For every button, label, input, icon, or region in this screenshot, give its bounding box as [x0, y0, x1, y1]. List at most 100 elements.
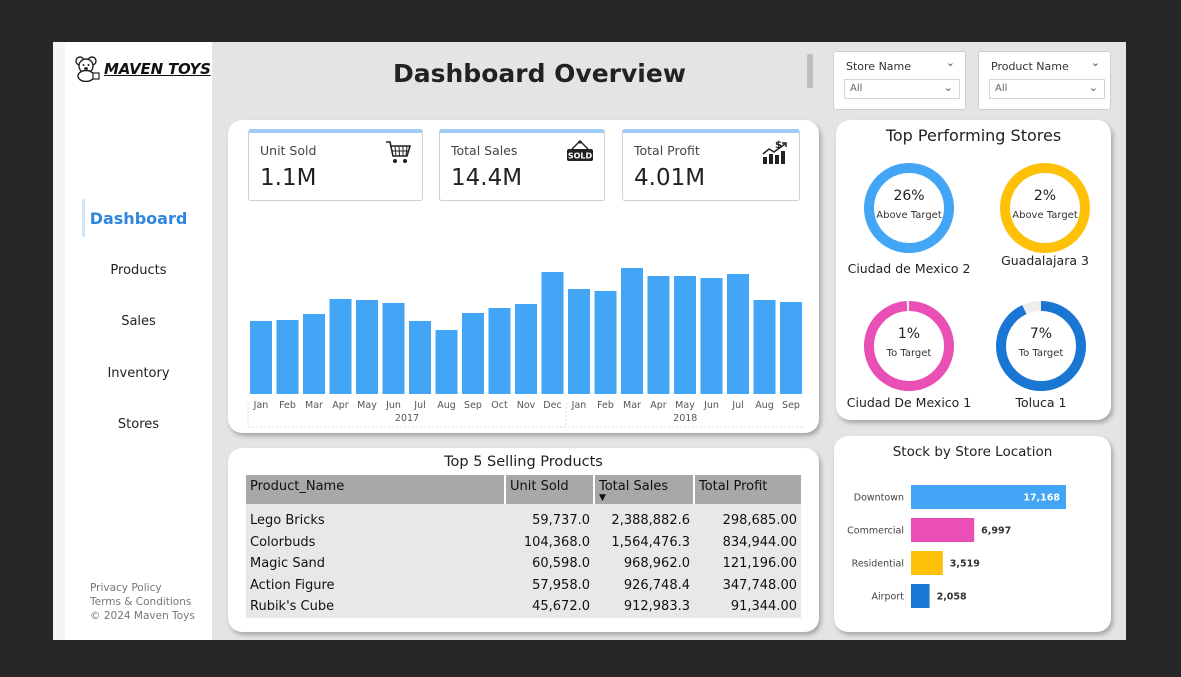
table-cell: Magic Sand: [246, 553, 505, 575]
donut-arc: [996, 301, 1086, 391]
monthly-bar[interactable]: [700, 278, 723, 394]
month-tick-label: Jun: [703, 400, 719, 411]
monthly-bar[interactable]: [356, 300, 378, 394]
store-name-select[interactable]: All ⌄: [844, 79, 960, 99]
monthly-bar[interactable]: [329, 299, 352, 394]
month-tick-label: Jul: [731, 400, 743, 411]
store-name-filter[interactable]: Store Name ⌄ All ⌄: [833, 51, 966, 110]
store-donut[interactable]: 2% Above Target: [995, 158, 1095, 258]
stock-bar[interactable]: [911, 551, 943, 575]
month-tick-label: Feb: [279, 400, 296, 411]
stock-bar[interactable]: [911, 485, 1066, 509]
table-cell: 59,737.0: [505, 510, 594, 532]
store-name-label: Guadalajara 3: [1001, 253, 1089, 268]
column-header-sorted[interactable]: Total Sales: [594, 475, 695, 504]
monthly-bar[interactable]: [488, 308, 511, 394]
store-name-label: Ciudad de Mexico 2: [847, 261, 971, 276]
page-title: Dashboard Overview: [393, 59, 686, 88]
monthly-bar[interactable]: [276, 320, 299, 394]
table-row[interactable]: Colorbuds 104,368.0 1,564,476.3 834,944.00: [246, 531, 801, 553]
terms-link[interactable]: Terms & Conditions: [90, 596, 192, 608]
donut-arc: [864, 301, 954, 391]
table-row[interactable]: Lego Bricks 59,737.0 2,388,882.6 298,685.00: [246, 510, 801, 532]
store-target-status: Above Target: [1012, 210, 1078, 221]
table-row[interactable]: Rubik's Cube 45,672.0 912,983.3 91,344.00: [246, 596, 801, 618]
monthly-bar[interactable]: [541, 272, 564, 394]
monthly-bar[interactable]: [250, 321, 272, 394]
month-tick-label: Jan: [571, 400, 587, 411]
table-cell: 2,388,882.6: [594, 510, 694, 532]
nav-dashboard[interactable]: Dashboard: [89, 209, 188, 228]
monthly-bar[interactable]: [515, 304, 537, 394]
table-cell: 926,748.4: [594, 574, 694, 596]
table-spacer: [246, 504, 801, 510]
scroll-handle[interactable]: [807, 54, 813, 88]
chevron-down-icon[interactable]: ⌄: [1088, 81, 1098, 94]
copyright-text: © 2024 Maven Toys: [90, 610, 195, 622]
product-name-filter[interactable]: Product Name ⌄ All ⌄: [978, 51, 1111, 110]
month-tick-label: Sep: [464, 400, 482, 411]
stock-value-label: 3,519: [950, 559, 980, 570]
month-tick-label: Feb: [597, 400, 614, 411]
nav-inventory[interactable]: Inventory: [107, 366, 170, 381]
column-header[interactable]: Total Profit: [694, 475, 801, 504]
product-name-select[interactable]: All ⌄: [989, 79, 1105, 99]
month-tick-label: Sep: [782, 400, 800, 411]
chevron-down-icon[interactable]: ⌄: [943, 81, 953, 94]
monthly-bar[interactable]: [727, 274, 749, 394]
monthly-bar[interactable]: [462, 313, 484, 394]
table-cell: Lego Bricks: [246, 510, 505, 532]
monthly-bar[interactable]: [647, 276, 670, 394]
chevron-down-icon[interactable]: ⌄: [1090, 56, 1100, 69]
monthly-bar[interactable]: [780, 302, 802, 394]
stock-value-label: 6,997: [981, 526, 1011, 537]
sort-desc-icon[interactable]: ▼: [599, 493, 606, 503]
column-header[interactable]: Product_Name: [246, 475, 506, 504]
chevron-down-icon[interactable]: ⌄: [945, 56, 955, 69]
top-products-title: Top 5 Selling Products: [444, 454, 603, 470]
store-donut[interactable]: 1% To Target: [859, 296, 959, 396]
monthly-bar[interactable]: [621, 268, 643, 394]
store-donut[interactable]: 7% To Target: [991, 296, 1091, 396]
kpi-unit-sold: Unit Sold 1.1M: [248, 129, 423, 201]
table-row[interactable]: Magic Sand 60,598.0 968,962.0 121,196.00: [246, 553, 801, 575]
store-percent: 26%: [893, 188, 925, 204]
filter-label: Product Name: [991, 60, 1069, 73]
donut-ring: [1000, 163, 1090, 253]
table-cell: 121,196.00: [694, 553, 801, 575]
nav-products[interactable]: Products: [110, 263, 167, 278]
year-tick-label: 2017: [395, 413, 419, 424]
monthly-bar[interactable]: [409, 321, 431, 394]
monthly-bar[interactable]: [303, 314, 325, 394]
stock-chart-title: Stock by Store Location: [892, 444, 1053, 460]
table-row[interactable]: Action Figure 57,958.0 926,748.4 347,748.00: [246, 574, 801, 596]
month-tick-label: Dec: [543, 400, 561, 411]
nav-stores[interactable]: Stores: [117, 417, 160, 432]
table-cell: Rubik's Cube: [246, 596, 505, 618]
kpi-label: Unit Sold: [260, 143, 317, 158]
table-cell: 834,944.00: [694, 531, 801, 553]
stock-bar[interactable]: [911, 584, 930, 608]
kpi-label: Total Sales: [451, 143, 518, 158]
month-tick-label: Mar: [305, 400, 323, 411]
monthly-bar[interactable]: [674, 276, 696, 394]
column-header[interactable]: Unit Sold: [505, 475, 595, 504]
kpi-total-sales: Total Sales 14.4M SOLD: [439, 129, 605, 201]
monthly-bar[interactable]: [594, 291, 617, 394]
store-donut[interactable]: 26% Above Target: [859, 158, 959, 258]
monthly-bar[interactable]: [382, 303, 405, 394]
stock-value-label: 2,058: [937, 592, 967, 603]
privacy-policy-link[interactable]: Privacy Policy: [90, 582, 162, 594]
month-tick-label: Jul: [413, 400, 425, 411]
kpi-value: 1.1M: [260, 165, 317, 191]
donut-arc: [864, 163, 954, 253]
monthly-bar[interactable]: [435, 330, 458, 394]
stock-by-location-card: Stock by Store Location Downtown 17,168 Co…: [834, 436, 1111, 632]
filter-value: All: [995, 83, 1008, 94]
left-stripe: [53, 42, 65, 640]
stock-bar[interactable]: [911, 518, 975, 542]
store-percent: 1%: [897, 326, 921, 342]
monthly-bar[interactable]: [753, 300, 776, 394]
monthly-bar[interactable]: [568, 289, 590, 394]
nav-sales[interactable]: Sales: [121, 314, 156, 329]
